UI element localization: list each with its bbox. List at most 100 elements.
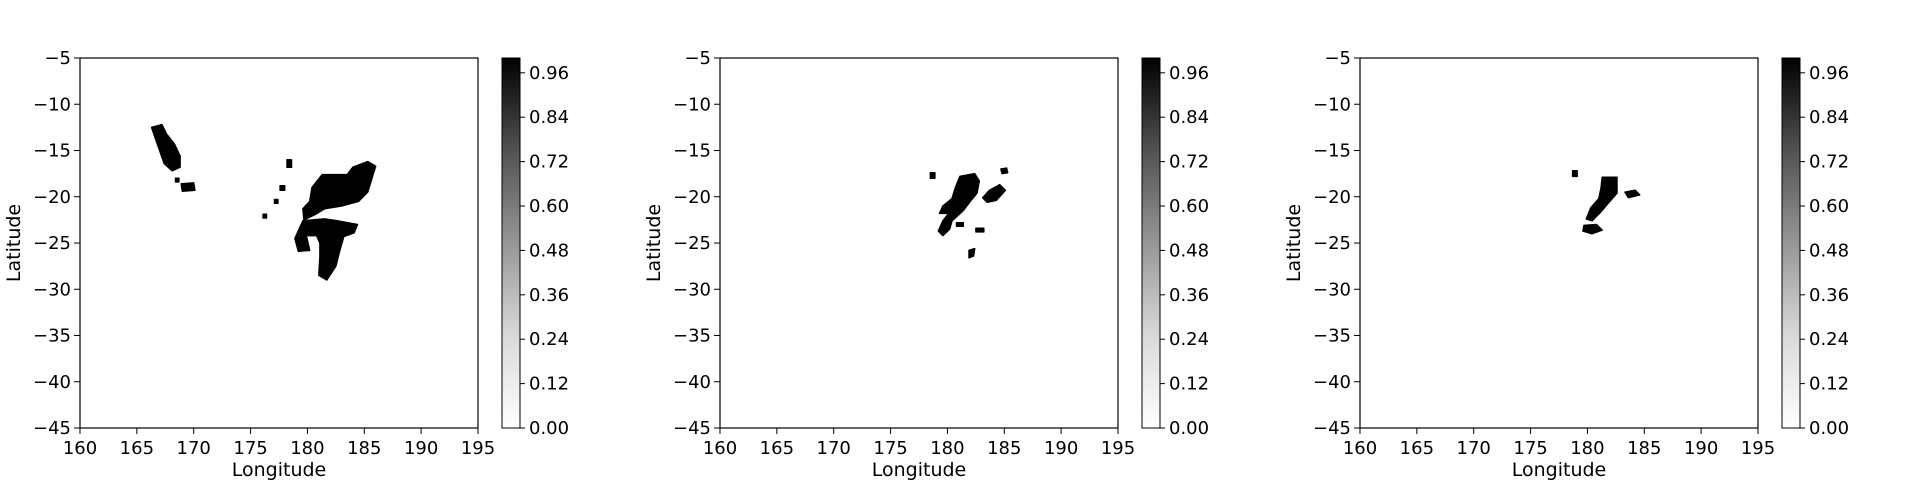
y-tick-label: −5 bbox=[684, 48, 711, 69]
colorbar-tick-label: 0.84 bbox=[529, 107, 569, 128]
colorbar-tick-label: 0.84 bbox=[1809, 107, 1849, 128]
heatmap-region-1 bbox=[937, 172, 981, 237]
plot-area bbox=[720, 58, 1118, 428]
colorbar: 0.00 0.12 0.24 0.36 0.48 0.60 0.72 0.84 0.96 bbox=[501, 57, 569, 439]
heatmap-region-8 bbox=[262, 213, 268, 219]
x-tick-label: 195 bbox=[1101, 438, 1135, 459]
y-tick-label: −35 bbox=[673, 326, 711, 347]
heatmap-region-7 bbox=[273, 198, 279, 204]
y-tick-label: −5 bbox=[44, 48, 71, 69]
colorbar-tick-label: 0.00 bbox=[1169, 418, 1209, 439]
x-tick-label: 160 bbox=[703, 438, 737, 459]
y-tick-label: −30 bbox=[1313, 279, 1351, 300]
y-tick-label: −45 bbox=[673, 418, 711, 439]
x-tick-label: 175 bbox=[1513, 438, 1547, 459]
panel-2: 160 165 170 175 180 185 190 195 −5 −10 −15 −20 −25 −3… bbox=[643, 48, 1209, 480]
colorbar-tick-label: 0.48 bbox=[1169, 240, 1209, 261]
colorbar-tick-label: 0.12 bbox=[1809, 374, 1849, 395]
y-tick-label: −10 bbox=[1313, 94, 1351, 115]
x-tick-label: 165 bbox=[120, 438, 154, 459]
x-tick-label: 195 bbox=[461, 438, 495, 459]
colorbar-tick-label: 0.00 bbox=[1809, 418, 1849, 439]
heatmap-region-3 bbox=[1624, 189, 1641, 199]
colorbar-tick-label: 0.72 bbox=[529, 152, 569, 173]
y-tick-label: −25 bbox=[673, 233, 711, 254]
colorbar-gradient bbox=[501, 57, 521, 429]
heatmap-region-3 bbox=[929, 171, 936, 180]
plot-area bbox=[80, 58, 478, 428]
heatmap-regions bbox=[929, 167, 1009, 259]
x-axis-label: Longitude bbox=[1512, 459, 1607, 480]
x-tick-label: 170 bbox=[817, 438, 851, 459]
y-tick-label: −25 bbox=[33, 233, 71, 254]
heatmap-region-6 bbox=[968, 247, 976, 259]
y-tick-label: −20 bbox=[1313, 187, 1351, 208]
x-tick-label: 180 bbox=[1570, 438, 1604, 459]
colorbar-tick-label: 0.72 bbox=[1169, 152, 1209, 173]
heatmap-region-2 bbox=[1582, 223, 1603, 235]
y-tick-label: −20 bbox=[673, 187, 711, 208]
heatmap-region-4 bbox=[294, 218, 359, 281]
colorbar-tick-label: 0.60 bbox=[1809, 196, 1849, 217]
heatmap-region-4 bbox=[1000, 167, 1009, 175]
x-tick-label: 175 bbox=[873, 438, 907, 459]
colorbar-tick-label: 0.60 bbox=[1169, 196, 1209, 217]
heatmap-region-3 bbox=[302, 160, 377, 221]
y-tick-label: −40 bbox=[673, 372, 711, 393]
x-tick-label: 190 bbox=[1044, 438, 1078, 459]
heatmap-region-5 bbox=[975, 227, 985, 233]
colorbar: 0.00 0.12 0.24 0.36 0.48 0.60 0.72 0.84 0.96 bbox=[1781, 57, 1849, 439]
heatmap-region-1 bbox=[150, 123, 181, 172]
colorbar-tick-label: 0.84 bbox=[1169, 107, 1209, 128]
y-axis-label: Latitude bbox=[3, 204, 25, 282]
colorbar-tick-label: 0.12 bbox=[529, 374, 569, 395]
x-tick-label: 160 bbox=[63, 438, 97, 459]
colorbar-tick-label: 0.48 bbox=[529, 240, 569, 261]
x-tick-label: 190 bbox=[1684, 438, 1718, 459]
heatmap-region-2 bbox=[180, 182, 196, 192]
x-tick-label: 180 bbox=[290, 438, 324, 459]
colorbar-tick-label: 0.24 bbox=[1169, 329, 1209, 350]
x-tick-label: 185 bbox=[347, 438, 381, 459]
y-tick-label: −10 bbox=[673, 94, 711, 115]
y-tick-label: −15 bbox=[1313, 141, 1351, 162]
colorbar-tick-label: 0.96 bbox=[529, 63, 569, 84]
colorbar-tick-label: 0.36 bbox=[1809, 285, 1849, 306]
y-tick-label: −20 bbox=[33, 187, 71, 208]
y-tick-label: −30 bbox=[33, 279, 71, 300]
colorbar-tick-label: 0.12 bbox=[1169, 374, 1209, 395]
plot-area bbox=[1360, 58, 1758, 428]
y-tick-label: −40 bbox=[33, 372, 71, 393]
colorbar-tick-label: 0.96 bbox=[1809, 63, 1849, 84]
heatmap-region-6 bbox=[279, 184, 286, 192]
heatmap-regions bbox=[1571, 170, 1641, 235]
colorbar-gradient bbox=[1141, 57, 1161, 429]
y-tick-label: −40 bbox=[1313, 372, 1351, 393]
y-tick-label: −5 bbox=[1324, 48, 1351, 69]
x-tick-label: 175 bbox=[233, 438, 267, 459]
x-axis-label: Longitude bbox=[232, 459, 327, 480]
x-tick-label: 160 bbox=[1343, 438, 1377, 459]
y-tick-label: −10 bbox=[33, 94, 71, 115]
y-tick-label: −45 bbox=[1313, 418, 1351, 439]
heatmap-region-5 bbox=[286, 159, 293, 168]
y-tick-label: −25 bbox=[1313, 233, 1351, 254]
y-axis-label: Latitude bbox=[1283, 204, 1305, 282]
x-tick-label: 185 bbox=[1627, 438, 1661, 459]
y-tick-label: −30 bbox=[673, 279, 711, 300]
y-tick-label: −35 bbox=[33, 326, 71, 347]
heatmap-region-7 bbox=[955, 221, 965, 228]
x-tick-label: 165 bbox=[760, 438, 794, 459]
x-tick-label: 185 bbox=[987, 438, 1021, 459]
colorbar-tick-label: 0.36 bbox=[1169, 285, 1209, 306]
heatmap-region-4 bbox=[1571, 170, 1578, 178]
x-axis-label: Longitude bbox=[872, 459, 967, 480]
x-tick-label: 195 bbox=[1741, 438, 1775, 459]
colorbar-tick-label: 0.48 bbox=[1809, 240, 1849, 261]
colorbar-tick-label: 0.60 bbox=[529, 196, 569, 217]
y-tick-label: −15 bbox=[673, 141, 711, 162]
colorbar: 0.00 0.12 0.24 0.36 0.48 0.60 0.72 0.84 0.96 bbox=[1141, 57, 1209, 439]
colorbar-tick-label: 0.72 bbox=[1809, 152, 1849, 173]
colorbar-tick-label: 0.24 bbox=[529, 329, 569, 350]
